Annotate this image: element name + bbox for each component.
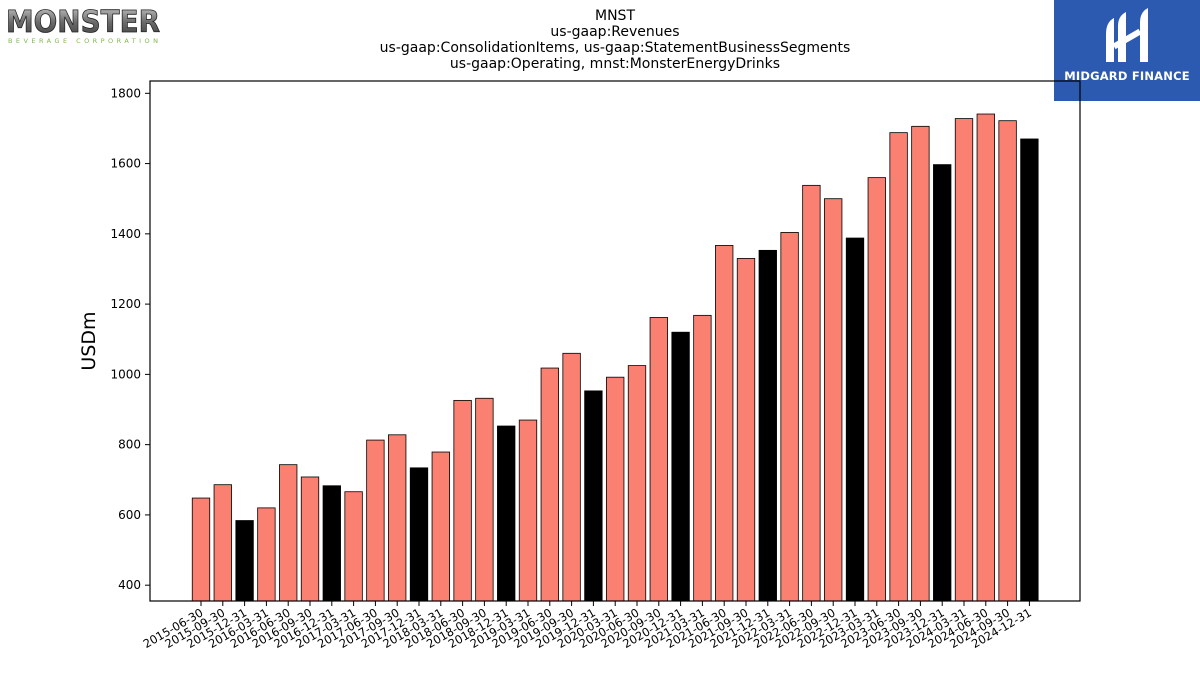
bar-2024-12-31 xyxy=(1020,138,1039,602)
bar-2019-12-31 xyxy=(584,390,603,602)
bar-2016-12-31 xyxy=(322,485,341,602)
y-tick-label-400: 400 xyxy=(118,578,141,592)
bar-2017-03-31 xyxy=(344,491,363,602)
y-tick-label-1800: 1800 xyxy=(110,86,141,100)
bar-2016-03-31 xyxy=(257,507,276,602)
bar-2018-03-31 xyxy=(431,451,450,602)
bar-2021-06-30 xyxy=(715,245,734,602)
bar-2021-03-31 xyxy=(693,314,712,602)
title-line-2: us-gaap:Revenues xyxy=(550,24,680,40)
midgard-brand-text: MIDGARD FINANCE xyxy=(1064,69,1190,83)
bar-2022-09-30 xyxy=(824,198,843,602)
bar-2023-03-31 xyxy=(867,177,886,602)
monster-logo: MONSTER BEVERAGE CORPORATION xyxy=(6,5,161,45)
bar-2016-09-30 xyxy=(300,476,320,602)
y-tick-label-1600: 1600 xyxy=(110,157,141,171)
y-axis-label: USDm xyxy=(78,311,100,370)
bar-2018-12-31 xyxy=(497,425,516,602)
bar-2023-09-30 xyxy=(911,125,930,602)
bar-2017-09-30 xyxy=(388,434,407,602)
bar-2022-12-31 xyxy=(845,237,865,602)
bar-2019-03-31 xyxy=(518,419,538,602)
bar-2018-06-30 xyxy=(453,399,472,602)
bar-2024-09-30 xyxy=(998,120,1017,602)
bar-2017-12-31 xyxy=(409,467,429,602)
title-line-4: us-gaap:Operating, mnst:MonsterEnergyDri… xyxy=(449,56,781,72)
bar-2024-06-30 xyxy=(976,113,995,602)
bar-2021-09-30 xyxy=(736,258,756,602)
bar-2019-09-30 xyxy=(562,352,581,602)
bar-2020-12-31 xyxy=(671,331,690,602)
bar-2023-06-30 xyxy=(889,132,908,602)
bar-2017-06-30 xyxy=(366,439,385,602)
bar-2020-09-30 xyxy=(649,317,668,602)
bar-2015-09-30 xyxy=(213,484,232,602)
title-line-1: MNST xyxy=(595,8,635,24)
bar-2021-12-31 xyxy=(758,249,777,602)
bar-2018-09-30 xyxy=(475,397,494,602)
bar-2020-06-30 xyxy=(627,365,647,602)
svg-text:MONSTER: MONSTER xyxy=(6,5,160,40)
y-tick-label-600: 600 xyxy=(118,508,141,522)
bar-2022-03-31 xyxy=(780,232,799,602)
bar-2024-03-31 xyxy=(954,118,974,602)
y-tick-label-1200: 1200 xyxy=(110,297,141,311)
midgard-finance-logo: MIDGARD FINANCE xyxy=(1054,0,1200,101)
bar-2020-03-31 xyxy=(606,376,625,602)
bar-2022-06-30 xyxy=(802,184,821,602)
bar-2019-06-30 xyxy=(540,367,559,602)
bar-2015-06-30 xyxy=(191,497,211,602)
bar-2016-06-30 xyxy=(279,464,298,602)
bar-2015-12-31 xyxy=(235,520,254,602)
y-tick-label-1000: 1000 xyxy=(110,367,141,381)
bar-2023-12-31 xyxy=(933,164,952,602)
y-tick-label-800: 800 xyxy=(118,438,141,452)
y-tick-label-1400: 1400 xyxy=(110,227,141,241)
midgard-mark-icon xyxy=(1106,8,1148,62)
title-line-3: us-gaap:ConsolidationItems, us-gaap:Stat… xyxy=(379,40,851,56)
